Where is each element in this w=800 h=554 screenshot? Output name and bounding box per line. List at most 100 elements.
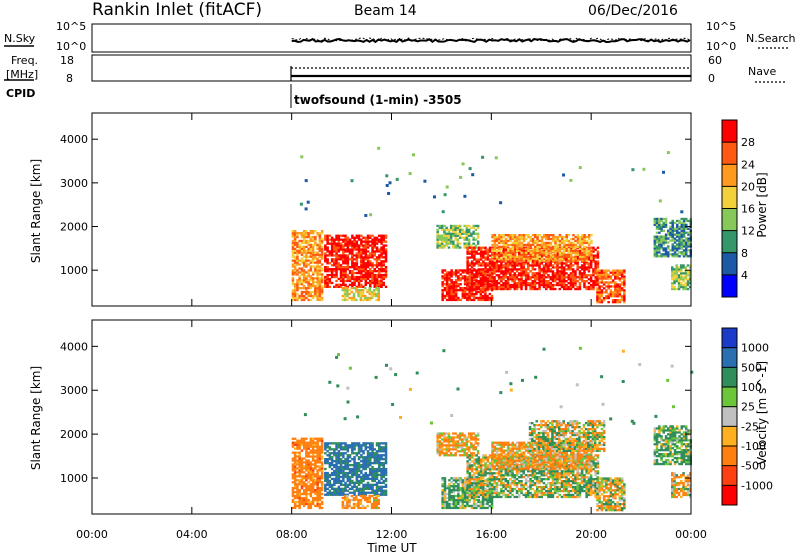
velocity-cell [342, 493, 345, 496]
power-cell [355, 264, 359, 267]
power-cell [522, 239, 526, 243]
power-cell [569, 287, 573, 291]
power-cell [486, 285, 490, 289]
power-cell [333, 254, 336, 257]
velocity-cell [362, 479, 365, 483]
power-cell [680, 210, 684, 214]
power-cell [463, 281, 467, 284]
power-cell [660, 235, 663, 238]
velocity-cell [305, 496, 308, 500]
power-cell [587, 268, 591, 271]
power-cell [291, 259, 295, 262]
velocity-cell [316, 453, 319, 456]
velocity-cell [445, 487, 449, 490]
power-cell [359, 290, 363, 294]
power-cell [307, 234, 310, 237]
power-cell [549, 255, 553, 258]
velocity-cell [318, 457, 322, 460]
power-cell [300, 257, 304, 260]
power-cell [360, 283, 363, 286]
power-cell [364, 240, 367, 243]
power-cell [583, 245, 586, 248]
power-cell [589, 266, 593, 269]
power-cell [500, 264, 503, 267]
power-cell [655, 245, 659, 248]
velocity-cell [474, 440, 478, 443]
power-cell [520, 251, 523, 254]
velocity-cell [461, 494, 465, 498]
power-cell [520, 245, 523, 248]
velocity-cell [366, 500, 369, 504]
power-cell [580, 272, 584, 275]
velocity-cell [357, 481, 361, 484]
power-cell [680, 247, 683, 250]
power-cell [316, 290, 319, 294]
power-cell [506, 276, 510, 279]
velocity-cell [472, 438, 475, 441]
power-cell [466, 256, 469, 259]
velocity-cell [470, 444, 473, 447]
power-cell [488, 250, 492, 253]
power-cell [472, 298, 476, 302]
velocity-cell [459, 489, 462, 492]
velocity-cell [293, 443, 297, 446]
power-cell [373, 285, 376, 288]
power-cell [454, 289, 458, 292]
power-cell [671, 255, 674, 258]
power-cell [502, 235, 506, 239]
power-cell [477, 268, 481, 271]
power-cell [556, 262, 559, 265]
power-cell [549, 268, 552, 271]
power-cell [522, 257, 526, 260]
velocity-cell [457, 498, 460, 502]
power-cell [551, 264, 555, 267]
power-cell [660, 243, 663, 246]
power-cell [545, 259, 548, 262]
velocity-cell [360, 493, 363, 496]
velocity-cell [355, 462, 359, 465]
power-cell [533, 282, 537, 285]
velocity-cell [330, 452, 334, 455]
velocity-cell [382, 493, 385, 496]
power-cell [623, 277, 626, 280]
power-cell [543, 247, 546, 250]
velocity-cell [454, 506, 458, 510]
velocity-cell [461, 481, 465, 484]
power-cell [671, 237, 674, 240]
power-cell [470, 232, 473, 235]
velocity-cell [382, 448, 385, 451]
power-cell [307, 269, 310, 272]
power-cell [495, 235, 499, 239]
velocity-cell [466, 504, 469, 508]
power-cell [527, 274, 530, 277]
velocity-cell [296, 475, 299, 478]
velocity-cell [330, 477, 334, 481]
power-cell [357, 279, 361, 283]
power-cell [307, 241, 310, 245]
velocity-cell [382, 446, 385, 449]
power-cell [538, 234, 541, 237]
power-cell [352, 298, 356, 302]
power-cell [479, 283, 483, 287]
velocity-cell [316, 455, 319, 458]
velocity-cell [291, 491, 295, 494]
velocity-cell [445, 506, 449, 510]
power-cell [388, 181, 392, 185]
freq-tick-top: 18 [60, 54, 74, 67]
velocity-cell [476, 438, 480, 441]
velocity-cell [362, 473, 365, 477]
power-cell [341, 289, 345, 292]
power-cell [309, 294, 313, 298]
velocity-cell [357, 462, 361, 465]
velocity-cell [291, 477, 295, 480]
power-cell [351, 246, 354, 249]
power-cell [344, 268, 347, 271]
velocity-cell [450, 477, 453, 480]
velocity-cell [346, 450, 350, 453]
power-cell [592, 246, 595, 249]
velocity-cell [366, 465, 370, 469]
power-cell [296, 283, 299, 286]
power-cell [675, 274, 678, 277]
power-cell [518, 257, 521, 260]
velocity-cell [355, 477, 359, 481]
